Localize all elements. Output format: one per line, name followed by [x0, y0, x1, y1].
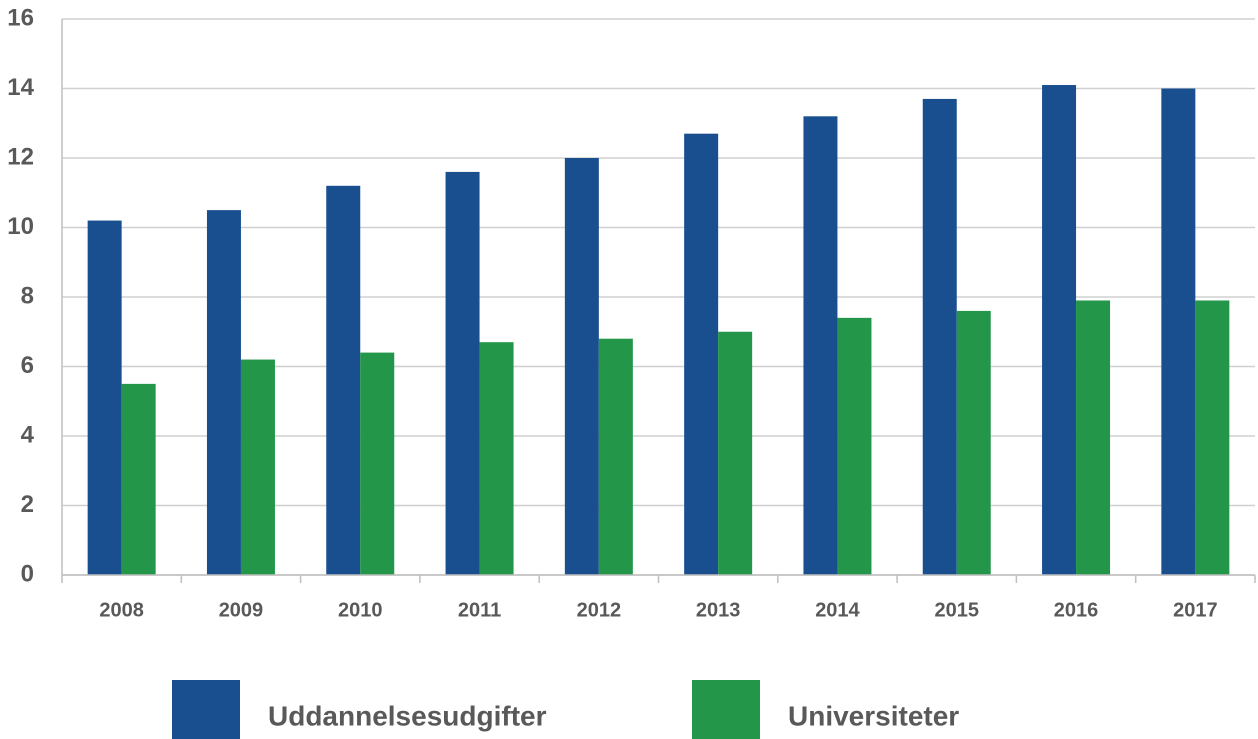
- bar: [956, 310, 991, 575]
- bar: [206, 210, 241, 575]
- bar: [1042, 85, 1077, 576]
- bar: [326, 185, 361, 576]
- legend-swatch: [172, 680, 240, 739]
- y-tick-label: 10: [7, 213, 34, 240]
- bar: [121, 383, 156, 575]
- legend-label: Universiteter: [788, 700, 959, 731]
- y-tick-label: 6: [21, 352, 34, 379]
- x-tick-label: 2009: [219, 599, 264, 621]
- x-tick-label: 2010: [338, 599, 383, 621]
- legend-label: Uddannelsesudgifter: [268, 700, 547, 731]
- bar: [598, 338, 633, 575]
- bar: [922, 98, 957, 576]
- y-tick-label: 2: [21, 491, 34, 518]
- bar: [479, 342, 514, 575]
- bar: [1195, 300, 1230, 575]
- x-tick-label: 2008: [99, 599, 144, 621]
- bar: [360, 352, 395, 575]
- bar: [718, 331, 753, 575]
- bar: [564, 158, 599, 575]
- bar: [87, 220, 122, 576]
- x-tick-label: 2013: [696, 599, 741, 621]
- x-tick-label: 2015: [935, 599, 980, 621]
- y-tick-label: 8: [21, 282, 34, 309]
- bar: [445, 171, 480, 575]
- legend-swatch: [692, 680, 760, 739]
- y-tick-label: 14: [7, 74, 34, 101]
- y-tick-label: 16: [7, 4, 34, 31]
- x-tick-label: 2011: [458, 599, 501, 621]
- y-tick-label: 0: [21, 560, 34, 587]
- y-tick-label: 4: [21, 421, 35, 448]
- x-tick-label: 2017: [1173, 599, 1218, 621]
- bar: [803, 116, 838, 576]
- bar: [240, 359, 275, 575]
- bar: [1076, 300, 1111, 575]
- bar: [1161, 88, 1196, 575]
- bar: [684, 133, 719, 576]
- x-tick-label: 2012: [577, 599, 622, 621]
- x-tick-label: 2014: [815, 599, 860, 621]
- y-tick-label: 12: [7, 143, 34, 170]
- x-tick-label: 2016: [1054, 599, 1099, 621]
- bar: [837, 317, 872, 575]
